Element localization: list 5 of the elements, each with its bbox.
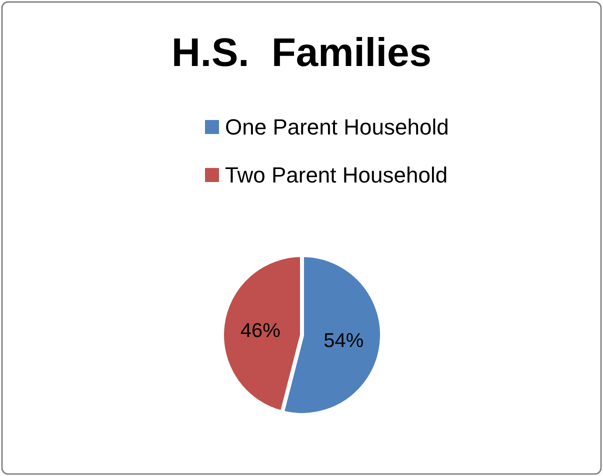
data-label: 46%: [240, 320, 281, 342]
chart-title: H.S. Families: [171, 31, 432, 75]
data-label: 54%: [324, 330, 364, 352]
legend-label: Two Parent Household: [225, 162, 448, 188]
legend-label: One Parent Household: [225, 114, 449, 140]
